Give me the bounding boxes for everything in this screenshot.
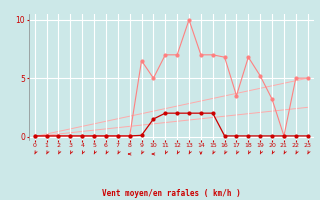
Text: Vent moyen/en rafales ( km/h ): Vent moyen/en rafales ( km/h ) bbox=[102, 189, 241, 198]
